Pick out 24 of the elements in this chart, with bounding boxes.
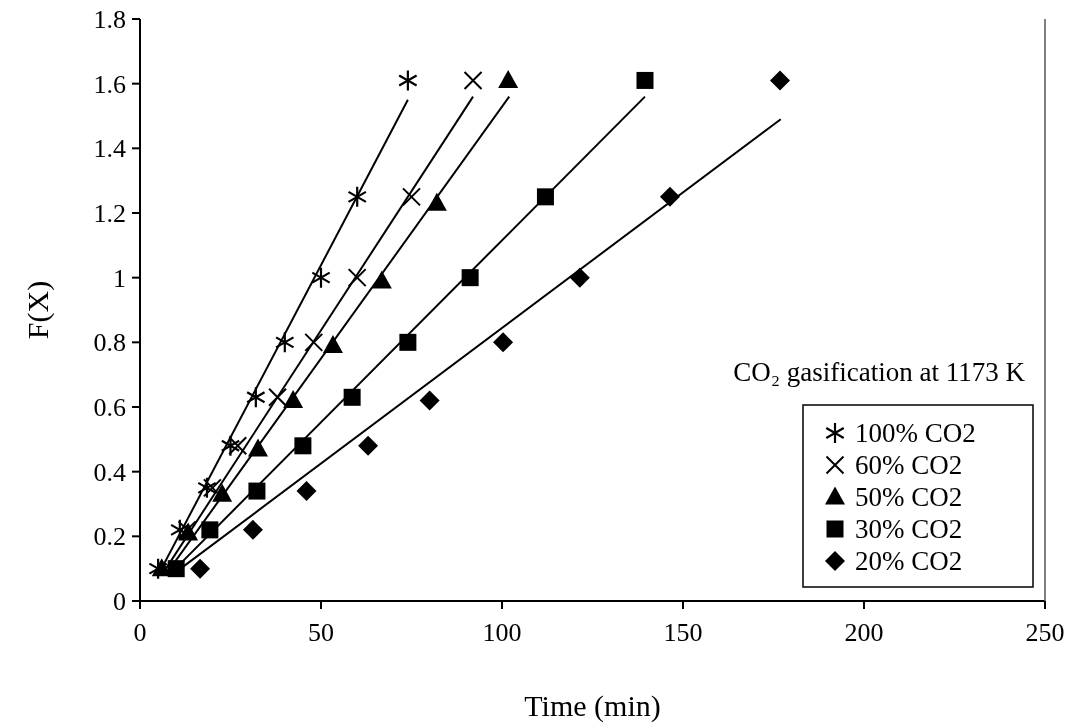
y-axis-title: F(X) [21,280,55,340]
y-tick-label: 0.6 [93,393,126,423]
annotation: CO₂ gasification at 1173 K [733,357,1026,387]
x-axis-title: Time (min) [524,689,661,723]
y-tick-label: 1.4 [93,134,126,164]
y-tick-label: 0.2 [93,522,126,552]
x-tick-label: 100 [482,618,522,647]
x-tick-label: 50 [308,618,334,647]
y-tick-label: 0.4 [93,457,126,487]
x-tick-label: 200 [844,618,884,647]
y-tick-label: 1.6 [93,69,126,99]
legend-label: 60% CO2 [855,450,963,481]
x-tick-label: 250 [1025,618,1065,647]
legend-label: 30% CO2 [855,514,963,545]
y-tick-label: 1 [113,263,126,293]
y-tick-label: 1.8 [93,5,126,35]
legend-label: 50% CO2 [855,482,963,513]
x-tick-label: 0 [133,618,147,647]
y-tick-label: 0 [113,587,126,617]
x-tick-label: 150 [663,618,703,647]
y-tick-label: 1.2 [93,199,126,229]
legend-label: 100% CO2 [855,418,976,449]
legend-label: 20% CO2 [855,546,963,577]
y-tick-label: 0.8 [93,328,126,358]
